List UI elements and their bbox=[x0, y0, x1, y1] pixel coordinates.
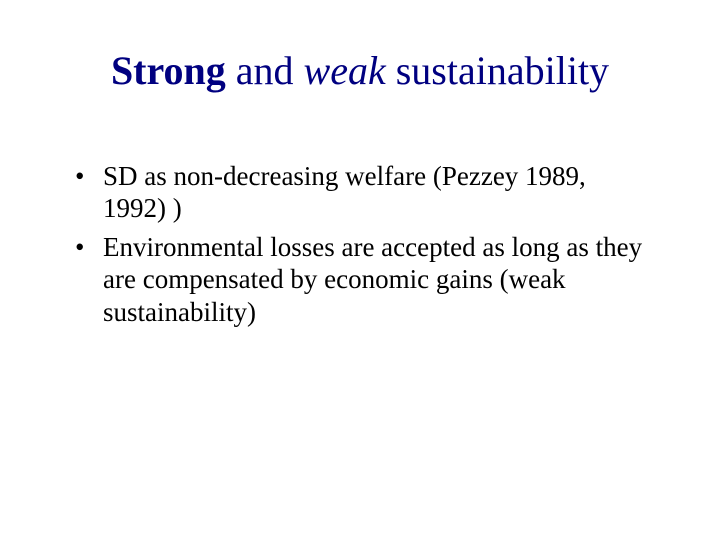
bullet-list: • SD as non-decreasing welfare (Pezzey 1… bbox=[75, 160, 650, 334]
slide: Strong and weak sustainability • SD as n… bbox=[0, 0, 720, 540]
list-item: • Environmental losses are accepted as l… bbox=[75, 231, 650, 328]
slide-title: Strong and weak sustainability bbox=[0, 48, 720, 94]
bullet-text: Environmental losses are accepted as lon… bbox=[103, 232, 642, 327]
list-item: • SD as non-decreasing welfare (Pezzey 1… bbox=[75, 160, 650, 225]
title-strong: Strong bbox=[111, 48, 226, 93]
bullet-marker-icon: • bbox=[75, 231, 84, 263]
bullet-text: SD as non-decreasing welfare (Pezzey 198… bbox=[103, 161, 586, 223]
title-weak: weak bbox=[304, 48, 386, 93]
title-tail: sustainability bbox=[386, 48, 609, 93]
bullet-marker-icon: • bbox=[75, 160, 84, 192]
title-and: and bbox=[226, 48, 304, 93]
